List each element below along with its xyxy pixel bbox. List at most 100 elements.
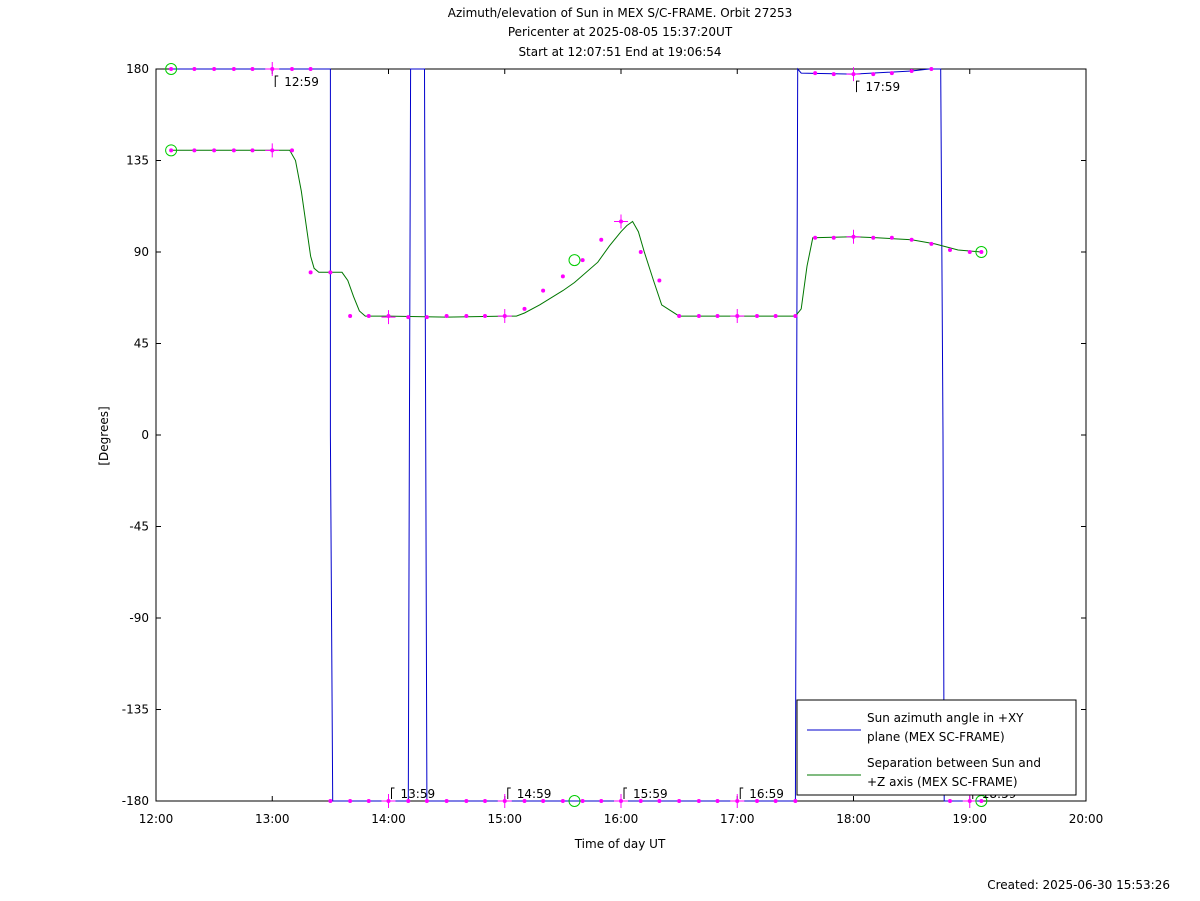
x-tick-label: 18:00 <box>836 812 871 826</box>
separation-sample-dot <box>541 288 546 293</box>
separation-sample-dot <box>871 235 876 240</box>
azimuth-sample-dot <box>406 799 411 803</box>
azimuth-hour-tick <box>962 794 977 808</box>
azimuth-hour-tick <box>730 794 745 808</box>
azimuth-sample-dot <box>348 799 353 803</box>
azimuth-sample-dot <box>560 799 565 803</box>
separation-sample-dot <box>406 315 411 320</box>
azimuth-sample-dot <box>522 799 527 803</box>
azimuth-sample-dot <box>169 67 174 71</box>
azimuth-sample-dot <box>192 67 197 71</box>
separation-sample-dot <box>328 270 333 275</box>
time-annotation-bracket <box>856 80 860 93</box>
separation-sample-dot <box>212 148 217 153</box>
time-annotation-bracket <box>274 75 279 87</box>
legend-label: Separation between Sun and <box>867 756 1041 770</box>
time-annotation-bracket <box>507 787 511 799</box>
axes: 12:00 13:00 14:00 15:00 16:00 17:00 18:00 19:00… <box>122 62 1104 826</box>
separation-sample-dot <box>192 148 197 153</box>
separation-sample-dot <box>638 250 643 254</box>
separation-sample-dot <box>560 274 565 279</box>
azimuth-sample-dot <box>677 799 682 803</box>
y-axis-label: [Degrees] <box>97 406 111 465</box>
y-tick-label: 135 <box>126 154 149 168</box>
separation-sample-dot <box>169 148 174 153</box>
azimuth-sample-dot <box>657 799 662 803</box>
separation-hour-tick <box>265 143 280 158</box>
azimuth-sample-dot <box>250 67 255 71</box>
separation-sample-dot <box>250 148 255 153</box>
separation-sample-dot <box>909 237 914 242</box>
azimuth-sample-dot <box>290 67 295 71</box>
endpoint-circle-marker <box>568 254 581 267</box>
separation-sample-dot <box>773 314 778 319</box>
azimuth-sample-dot <box>909 69 914 74</box>
azimuth-sample-dot <box>308 67 313 71</box>
x-tick-label: 17:00 <box>720 812 755 826</box>
separation-sample-dot <box>348 314 353 319</box>
separation-sample-dot <box>813 235 818 240</box>
azimuth-sample-dot <box>813 71 818 76</box>
x-tick-label: 16:00 <box>604 812 639 826</box>
time-annotation-label: 13:59 <box>401 787 436 801</box>
azimuth-sample-dot <box>541 799 546 803</box>
azimuth-series-line <box>171 67 982 802</box>
x-tick-label: 20:00 <box>1069 812 1104 826</box>
y-tick-label: 90 <box>134 245 149 259</box>
azimuth-sample-dot <box>793 799 798 803</box>
azimuth-sample-dot <box>638 799 643 803</box>
legend-label: plane (MEX SC-FRAME) <box>867 730 1005 744</box>
time-annotation-label: 17:59 <box>866 80 901 94</box>
separation-sample-dot <box>580 258 585 263</box>
azimuth-sample-dot <box>755 799 760 803</box>
azimuth-hour-tick <box>265 62 280 76</box>
y-tick-label: -135 <box>122 703 149 717</box>
azimuth-sample-dot <box>889 71 894 76</box>
endpoint-circle-marker <box>568 795 581 807</box>
separation-sample-dot <box>444 314 449 319</box>
separation-sample-dot <box>696 314 701 319</box>
plot-markers <box>165 62 988 808</box>
time-annotation-label: 12:59 <box>284 75 319 89</box>
azimuth-sample-dot <box>929 67 934 71</box>
endpoint-circle-marker <box>165 63 178 75</box>
y-tick-label: 180 <box>126 62 149 76</box>
legend: Sun azimuth angle in +XY plane (MEX SC-FR… <box>796 699 1077 796</box>
separation-sample-dot <box>889 235 894 240</box>
separation-hour-tick <box>614 214 628 229</box>
x-tick-label: 13:00 <box>255 812 290 826</box>
separation-sample-dot <box>929 241 934 246</box>
y-tick-label: -45 <box>129 520 149 534</box>
separation-hour-tick <box>846 229 861 244</box>
y-tick-label: 45 <box>134 337 149 351</box>
legend-box <box>796 699 1077 796</box>
azimuth-hour-tick <box>497 794 512 808</box>
chart-title-block: Azimuth/elevation of Sun in MEX S/C-FRAM… <box>448 6 793 59</box>
azimuth-sample-dot <box>947 799 952 803</box>
azimuth-sample-dot <box>212 67 217 71</box>
azimuth-sample-dot <box>580 799 585 803</box>
created-timestamp: Created: 2025-06-30 15:53:26 <box>987 878 1170 892</box>
time-annotation-bracket <box>623 787 627 799</box>
x-tick-label: 19:00 <box>952 812 987 826</box>
separation-sample-dot <box>308 270 313 275</box>
azimuth-sample-dot <box>231 67 236 71</box>
separation-hour-tick <box>381 310 396 325</box>
time-annotation-bracket <box>739 787 744 799</box>
separation-sample-dot <box>464 314 469 319</box>
x-tick-label: 12:00 <box>139 812 174 826</box>
time-annotation-label: 14:59 <box>517 787 552 801</box>
azimuth-sample-dot <box>464 799 469 803</box>
separation-sample-dot <box>482 314 487 319</box>
azimuth-hour-tick <box>381 794 396 808</box>
separation-sample-dot <box>793 314 798 319</box>
separation-sample-dot <box>677 314 682 319</box>
azimuth-sample-dot <box>831 72 836 77</box>
separation-sample-dot <box>715 314 720 319</box>
separation-sample-dot <box>366 314 371 319</box>
y-tick-label: -180 <box>122 794 149 808</box>
x-axis-label: Time of day UT <box>574 837 666 851</box>
x-tick-label: 15:00 <box>487 812 522 826</box>
